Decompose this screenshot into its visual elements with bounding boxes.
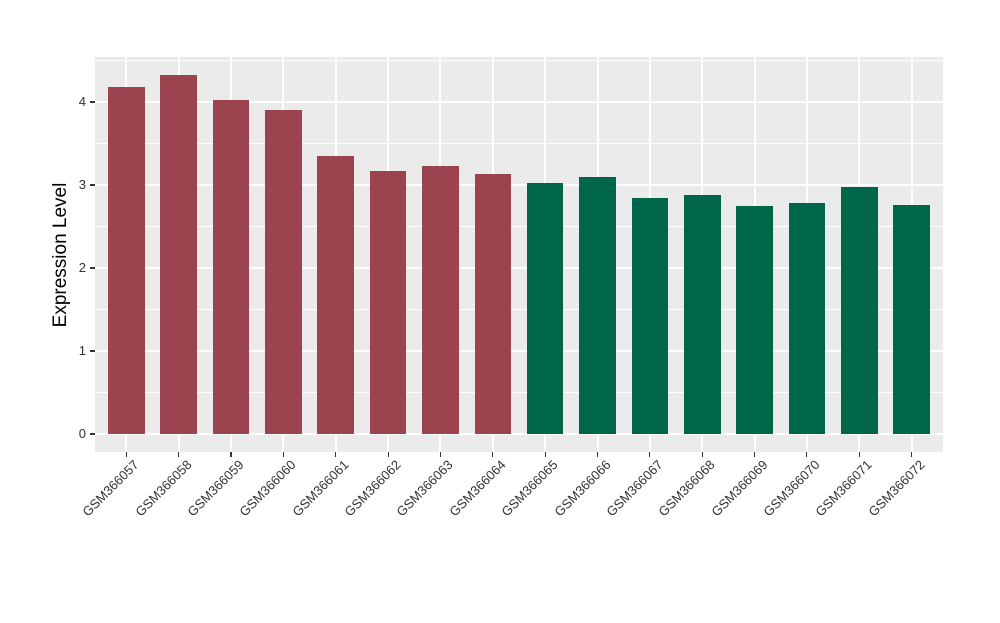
x-tick-mark: [544, 452, 546, 457]
x-tick-mark: [178, 452, 180, 457]
gridline-y-major: [95, 184, 943, 186]
y-tick-label: 4: [78, 94, 86, 109]
x-tick-mark: [596, 452, 599, 457]
bar-GSM366063: [422, 165, 459, 434]
x-tick-mark: [701, 452, 703, 457]
bar-GSM366062: [369, 170, 407, 434]
bar-GSM366066: [579, 176, 616, 434]
y-tick-mark: [90, 350, 95, 352]
y-tick-label: 1: [78, 343, 86, 358]
gridline-y-major: [95, 101, 943, 103]
x-tick-mark: [910, 452, 913, 457]
gridline-y-minor: [95, 309, 943, 310]
gridline-y-major: [95, 433, 943, 435]
x-tick-mark: [230, 452, 232, 457]
x-tick-mark: [753, 452, 756, 457]
y-tick-mark: [90, 101, 95, 103]
x-tick-mark: [335, 452, 337, 457]
x-tick-mark: [439, 452, 442, 457]
gridline-y-major: [95, 350, 943, 352]
bar-GSM366067: [631, 198, 669, 434]
gridline-y-major: [95, 267, 943, 269]
y-tick-mark: [90, 433, 95, 435]
x-tick-mark: [125, 452, 127, 457]
y-tick-label: 2: [78, 260, 86, 275]
y-tick-mark: [90, 184, 95, 186]
gridline-y-minor: [95, 392, 943, 393]
y-tick-label: 3: [78, 177, 86, 192]
bar-GSM366069: [736, 205, 773, 434]
gridline-y-minor: [95, 60, 943, 61]
x-tick-mark: [806, 452, 808, 457]
bar-GSM366064: [474, 174, 512, 434]
bar-GSM366057: [108, 87, 145, 434]
bar-GSM366061: [317, 155, 355, 434]
x-tick-mark: [649, 452, 651, 457]
bar-GSM366070: [788, 203, 826, 434]
bar-GSM366072: [893, 204, 930, 434]
gridline-y-minor: [95, 143, 943, 144]
x-tick-mark: [387, 452, 389, 457]
plot-panel: [95, 57, 943, 452]
x-tick-mark: [282, 452, 285, 457]
y-tick-mark: [90, 267, 95, 269]
bar-GSM366060: [265, 110, 302, 434]
bar-GSM366071: [840, 187, 878, 434]
gridline-y-minor: [95, 226, 943, 227]
y-tick-label: 0: [78, 426, 86, 441]
bar-GSM366058: [160, 74, 198, 434]
x-tick-mark: [492, 452, 494, 457]
bar-GSM366068: [683, 194, 721, 434]
x-tick-mark: [858, 452, 860, 457]
y-axis-title: Expression Level: [50, 182, 71, 327]
bar-GSM366059: [212, 99, 250, 434]
bar-GSM366065: [526, 183, 564, 434]
